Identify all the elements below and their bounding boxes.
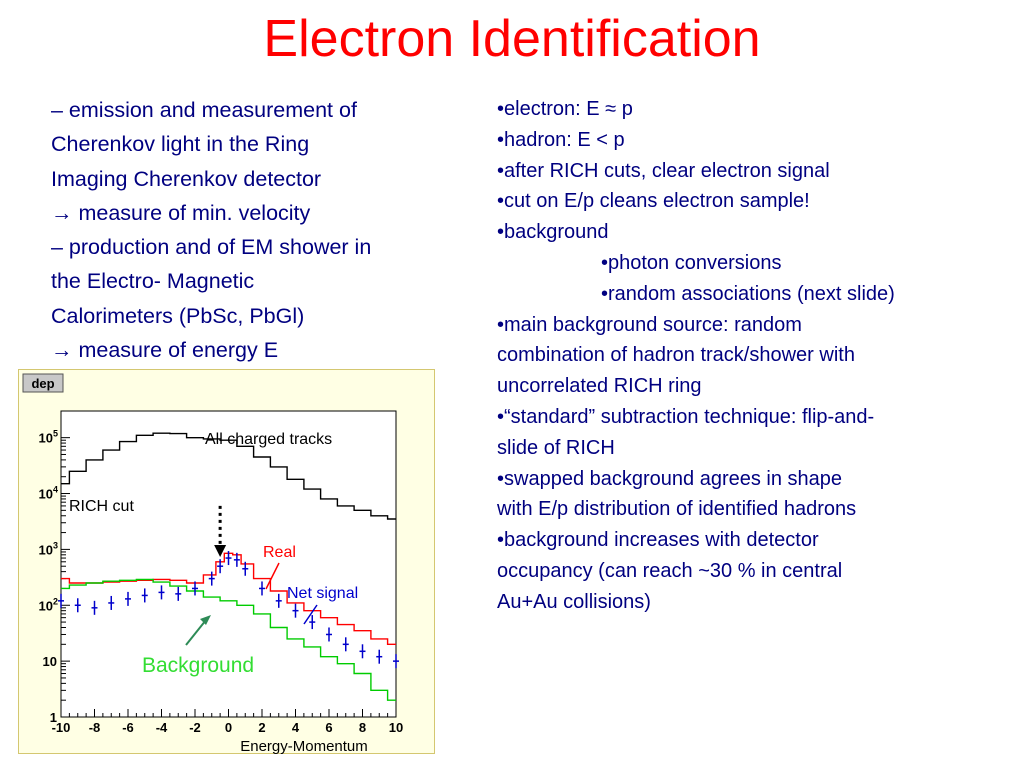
bullet-line: Au+Au collisions) [497,590,651,613]
y-tick-label: 102 [39,596,58,613]
histogram-chart: dep -10 -8 -6 -4 -2 0 2 4 6 8 10 1 10 102 103 104 105 All … [22,373,403,755]
hist-name-box [22,373,64,393]
left-text-line: the Electro- Magnetic [51,269,255,294]
left-text-block: – emission and measurement of Cherenkov l… [51,93,486,367]
y-tick-label: 105 [39,429,58,446]
background-arrow [185,619,207,646]
bullet-line: •main background source: random [497,313,802,336]
chart-panel: dep -10 -8 -6 -4 -2 0 2 4 6 8 10 1 10 102 103 104 105 All … [18,369,435,755]
left-text-line: Imaging Cherenkov detector [51,166,322,191]
bullet-line: •background increases with detector [497,529,819,552]
bullet-line: •electron: E ≈ p [497,98,633,120]
x-tick-label: -6 [122,720,134,735]
bullet-line: •swapped background agrees in shape [497,467,843,490]
series-line-real [61,552,396,645]
annotation-background: Background [142,654,254,677]
y-tick-label: 103 [39,540,58,557]
annotation-all-charged-tracks: All charged tracks [205,431,332,448]
series-line-all-charged-tracks [61,432,396,520]
bullet-line: •photon conversions [601,251,782,274]
rich-cut-arrow-head [214,544,227,557]
left-text-line: – emission and measurement of [51,98,357,122]
left-text-line: Calorimeters (PbSc, PbGl) [51,303,305,328]
x-tick-label: 6 [325,720,332,735]
hist-name-label: dep [31,376,54,391]
bullet-line: occupancy (can reach ~30 % in central [497,559,843,582]
left-text-line: → measure of energy E [51,338,279,363]
bullet-line: •hadron: E < p [497,128,625,151]
bullet-line: •after RICH cuts, clear electron signal [497,159,830,182]
left-text-line: Cherenkov light in the Ring [51,132,310,157]
x-tick-label: 4 [292,720,300,735]
bullet-line: with E/p distribution of identified hadr… [497,498,857,521]
annotation-real: Real [263,544,296,561]
y-tick-label: 10 [43,654,57,669]
x-tick-label: -10 [52,720,71,735]
bullet-line: uncorrelated RICH ring [497,375,702,398]
bullet-line: •“standard” subtraction technique: flip-… [497,405,875,428]
bullet-line: •background [497,221,609,244]
x-tick-label: 2 [258,720,265,735]
right-bullet-list: •electron: E ≈ p •hadron: E < p •after RIC… [497,94,1017,618]
left-text-line: – production and of EM shower in [51,235,372,260]
bullet-line: •random associations (next slide) [601,282,895,305]
annotation-net-signal: Net signal [287,585,358,602]
series-line-background [61,578,396,701]
net-signal-arrow [303,604,318,625]
bullet-line: combination of hadron track/shower with [497,344,855,367]
x-tick-label: -2 [189,720,201,735]
background-arrow-head [200,615,211,625]
x-tick-label: 8 [359,720,366,735]
x-tick-label: -8 [89,720,101,735]
x-tick-label: 0 [225,720,232,735]
annotation-rich-cut: RICH cut [69,498,134,515]
bullet-line: slide of RICH [497,436,615,459]
x-tick-label: -4 [156,720,168,735]
y-tick-label: 1 [50,710,57,725]
x-tick-label: 10 [389,720,403,735]
real-arrow [265,562,280,590]
bullet-line: •cut on E/p cleans electron sample! [497,190,810,213]
y-tick-label: 104 [39,485,58,502]
left-text-line: → measure of min. velocity [51,200,311,225]
x-axis-label: Energy-Momentum [240,738,368,755]
slide-title: Electron Identification [263,10,761,68]
